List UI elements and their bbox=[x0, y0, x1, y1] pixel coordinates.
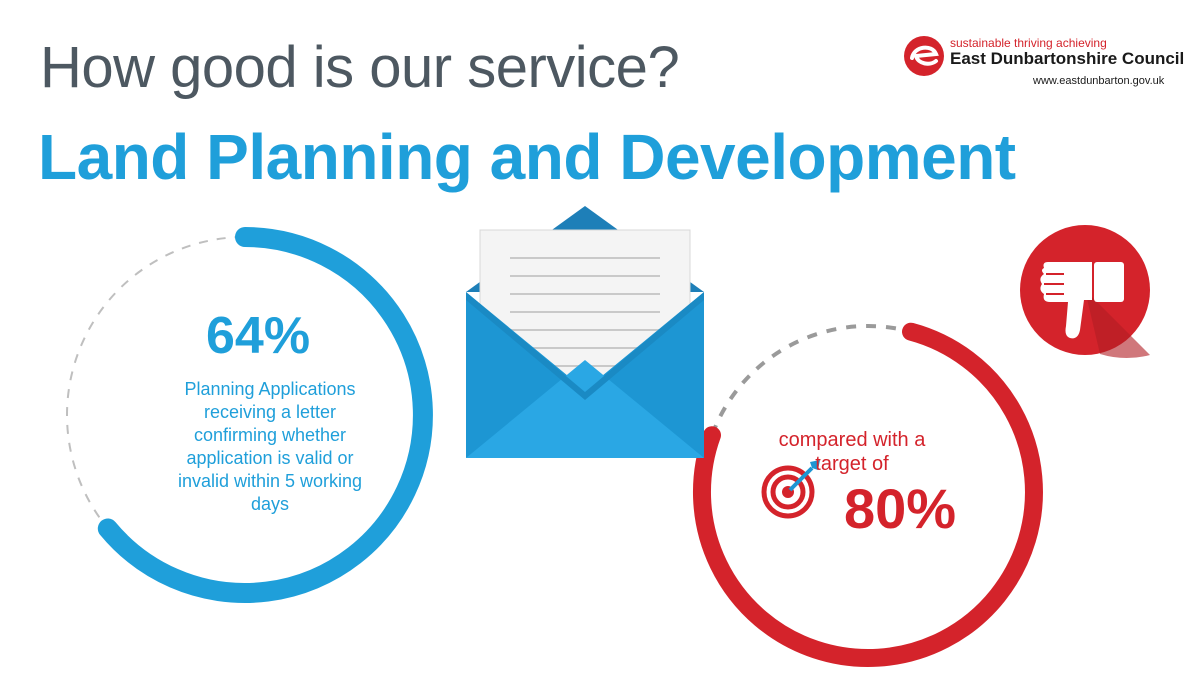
council-logo-mark-icon bbox=[904, 36, 944, 76]
performance-ring-progress bbox=[97, 227, 433, 603]
performance-ring bbox=[66, 227, 433, 603]
logo-council-name: East Dunbartonshire Council bbox=[950, 49, 1185, 68]
performance-value: 64% bbox=[206, 307, 311, 365]
target-with-arrow-icon bbox=[761, 460, 820, 519]
page-subtitle: Land Planning and Development bbox=[38, 121, 1016, 193]
open-envelope-letter-icon bbox=[466, 206, 704, 458]
logo-tagline: sustainable thriving achieving bbox=[950, 36, 1107, 50]
target-value: 80% bbox=[844, 477, 957, 540]
logo-url: www.eastdunbarton.gov.uk bbox=[1033, 75, 1165, 87]
performance-description: Planning Applications receiving a letter… bbox=[177, 379, 363, 514]
target-ring-progress bbox=[693, 322, 1043, 668]
target-ring bbox=[693, 322, 1043, 668]
thumbs-down-icon bbox=[1020, 225, 1150, 358]
council-logo: sustainable thriving achieving East Dunb… bbox=[902, 34, 1192, 100]
page-title: How good is our service? bbox=[40, 35, 680, 100]
target-label: compared with a target of bbox=[778, 429, 926, 475]
